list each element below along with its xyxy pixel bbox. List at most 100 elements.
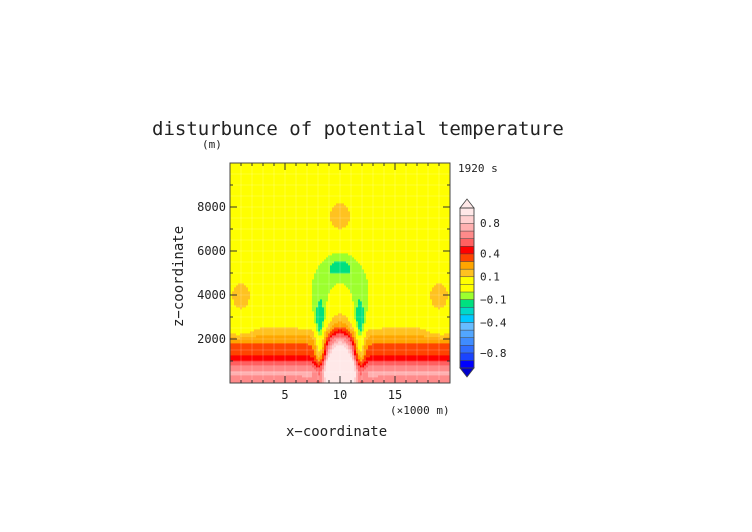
field-cell [256,305,259,308]
field-cell [242,325,245,328]
field-cell [236,227,239,230]
field-cell [242,197,245,200]
field-cell [258,327,261,330]
field-cell [274,255,277,258]
field-cell [272,275,275,278]
field-cell [238,281,241,284]
field-cell [266,221,269,224]
field-cell [238,339,241,342]
field-cell [254,279,257,282]
field-cell [260,341,263,344]
field-cell [258,283,261,286]
field-cell [276,349,279,352]
field-cell [270,317,273,320]
field-cell [266,233,269,236]
field-cell [260,273,263,276]
field-cell [270,217,273,220]
field-cell [236,333,239,336]
field-cell [232,227,235,230]
field-cell [262,165,265,168]
field-cell [260,299,263,302]
field-cell [248,215,251,218]
field-cell [262,327,265,330]
field-cell [268,195,271,198]
field-cell [232,193,235,196]
field-cell [238,355,241,358]
field-cell [254,349,257,352]
field-cell [230,213,233,216]
field-cell [268,367,271,370]
field-cell [270,315,273,318]
field-cell [264,371,267,374]
field-cell [242,241,245,244]
field-cell [264,313,267,316]
field-cell [254,373,257,376]
field-cell [234,225,237,228]
field-cell [256,205,259,208]
field-cell [238,319,241,322]
field-cell [272,349,275,352]
field-cell [238,295,241,298]
field-cell [230,249,233,252]
field-cell [238,217,241,220]
field-cell [232,355,235,358]
field-cell [234,267,237,270]
field-cell [252,233,255,236]
field-cell [256,287,259,290]
field-cell [254,321,257,324]
field-cell [238,353,241,356]
field-cell [258,173,261,176]
field-cell [244,191,247,194]
field-cell [248,363,251,366]
field-cell [260,311,263,314]
field-cell [246,229,249,232]
field-cell [230,177,233,180]
field-cell [272,197,275,200]
field-cell [274,343,277,346]
field-cell [244,279,247,282]
field-cell [246,261,249,264]
field-cell [266,337,269,340]
field-cell [264,205,267,208]
field-cell [252,163,255,166]
field-cell [248,275,251,278]
field-cell [234,307,237,310]
field-cell [258,289,261,292]
field-cell [266,313,269,316]
field-cell [254,325,257,328]
field-cell [264,273,267,276]
field-cell [262,199,265,202]
field-cell [260,353,263,356]
field-cell [274,217,277,220]
field-cell [232,163,235,166]
field-cell [230,339,233,342]
field-cell [240,205,243,208]
field-cell [266,171,269,174]
field-cell [236,271,239,274]
field-cell [258,167,261,170]
field-cell [258,381,261,384]
field-cell [244,199,247,202]
field-cell [266,365,269,368]
field-cell [262,349,265,352]
field-cell [248,227,251,230]
field-cell [268,343,271,346]
field-cell [274,275,277,278]
field-cell [238,277,241,280]
field-cell [266,241,269,244]
field-cell [234,347,237,350]
field-cell [254,303,257,306]
field-cell [230,341,233,344]
field-cell [250,379,253,382]
field-cell [230,319,233,322]
field-cell [252,187,255,190]
field-cell [256,365,259,368]
field-cell [250,223,253,226]
field-cell [232,285,235,288]
field-cell [236,319,239,322]
field-cell [236,165,239,168]
field-cell [238,297,241,300]
field-cell [250,171,253,174]
field-cell [254,185,257,188]
field-cell [240,377,243,380]
